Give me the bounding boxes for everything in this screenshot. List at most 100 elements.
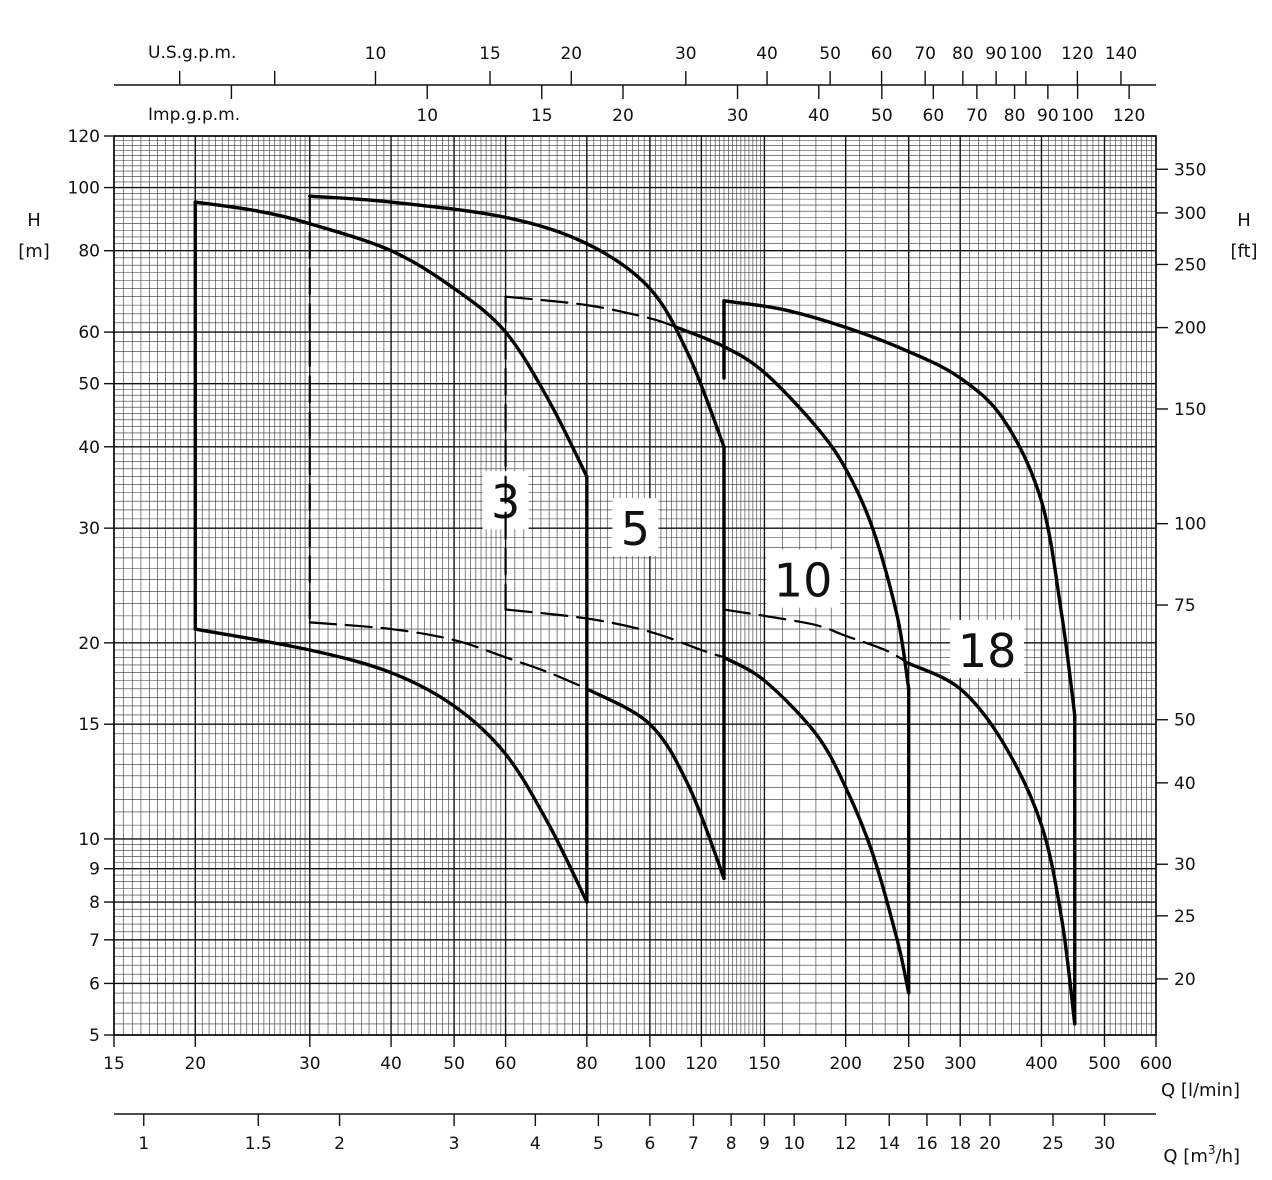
m3h-unit-label: Q [m3/h]	[1163, 1143, 1240, 1167]
x-tick-label: 300	[944, 1054, 976, 1074]
series-5-solid-line	[585, 687, 726, 881]
y-tick-label: 9	[89, 860, 100, 880]
usgpm-tick-label: 140	[1105, 44, 1137, 64]
m3h-tick-label: 16	[916, 1134, 938, 1154]
m3h-tick-label: 8	[726, 1134, 737, 1154]
m3h-unit-head: Q [m	[1163, 1146, 1207, 1167]
y-tick-label: 100	[68, 179, 100, 199]
m3h-tick-label: 4	[530, 1134, 541, 1154]
y-tick-label: 40	[78, 438, 100, 458]
plot-frame	[113, 135, 1157, 1036]
m3h-tick-label: 14	[878, 1134, 900, 1154]
y-tick-label: 6	[89, 974, 100, 994]
m3h-tick-label: 7	[688, 1134, 699, 1154]
series-5: 5	[308, 194, 726, 881]
impgpm-tick-label: 90	[1037, 106, 1059, 126]
y-tick-label: 50	[78, 375, 100, 395]
m3h-tick-label: 3	[449, 1134, 460, 1154]
y-tick-label: 120	[68, 127, 100, 147]
series-18-dashed-line	[722, 608, 910, 665]
y-unit-label-right-2: [ft]	[1230, 241, 1257, 262]
y-tick-label: 30	[78, 519, 100, 539]
x-tick-label: 15	[103, 1054, 125, 1074]
x-tick-label: 50	[443, 1054, 465, 1074]
series-label: 10	[774, 554, 833, 608]
series-10-dashed-line	[504, 608, 726, 659]
m3h-tick-label: 30	[1094, 1134, 1116, 1154]
series-5-solid-line	[308, 194, 726, 449]
grid-major	[113, 135, 1157, 1036]
usgpm-tick-label: 90	[985, 44, 1007, 64]
ft-tick-label: 200	[1174, 319, 1206, 339]
usgpm-tick-label: 15	[479, 44, 501, 64]
y-tick-label: 60	[78, 323, 100, 343]
ft-tick-label: 20	[1174, 970, 1196, 990]
y-tick-label: 80	[78, 242, 100, 262]
x-tick-label: 60	[495, 1054, 517, 1074]
y-tick-label: 7	[89, 931, 100, 951]
x-tick-label: 400	[1025, 1054, 1057, 1074]
y-unit-label-left-2: [m]	[18, 241, 50, 262]
m3h-tick-label: 5	[593, 1134, 604, 1154]
y-tick-label: 5	[89, 1026, 100, 1046]
y-tick-label: 10	[78, 830, 100, 850]
m3h-tick-label: 9	[759, 1134, 770, 1154]
impgpm-tick-label: 120	[1113, 106, 1145, 126]
top-axis2-label: Imp.g.p.m.	[148, 105, 240, 125]
m3h-unit-tail: /h]	[1216, 1146, 1241, 1167]
impgpm-tick-label: 40	[808, 106, 830, 126]
impgpm-tick-label: 30	[727, 106, 749, 126]
series-18-solid-line	[722, 299, 1077, 717]
m3h-tick-label: 6	[644, 1134, 655, 1154]
series-5-label-bg	[612, 498, 659, 557]
usgpm-tick-label: 120	[1061, 44, 1093, 64]
usgpm-tick-label: 80	[952, 44, 974, 64]
y-tick-label: 8	[89, 893, 100, 913]
grid-minor	[113, 135, 1157, 1036]
series-5-dashed-line	[308, 621, 588, 690]
impgpm-tick-label: 100	[1061, 106, 1093, 126]
x-tick-label: 200	[829, 1054, 861, 1074]
usgpm-tick-label: 60	[871, 44, 893, 64]
y-unit-label-left-1: H	[27, 210, 41, 231]
axes-ticks	[104, 71, 1168, 1126]
y-tick-label: 15	[78, 715, 100, 735]
series-18-label-bg	[950, 620, 1025, 679]
ft-tick-label: 300	[1174, 204, 1206, 224]
x-tick-label: 100	[634, 1054, 666, 1074]
usgpm-tick-label: 40	[756, 44, 778, 64]
x-tick-label: 80	[576, 1054, 598, 1074]
ft-tick-label: 40	[1174, 774, 1196, 794]
m3h-tick-label: 2	[334, 1134, 345, 1154]
series-label: 5	[621, 502, 650, 556]
impgpm-tick-label: 10	[416, 106, 438, 126]
x-tick-label: 250	[892, 1054, 924, 1074]
ft-tick-label: 150	[1174, 400, 1206, 420]
x-tick-label: 500	[1088, 1054, 1120, 1074]
impgpm-tick-label: 15	[531, 106, 553, 126]
m3h-unit-sup: 3	[1208, 1143, 1216, 1157]
m3h-tick-label: 1.5	[245, 1134, 272, 1154]
series-10: 10	[504, 295, 911, 995]
m3h-tick-label: 12	[835, 1134, 857, 1154]
m3h-tick-label: 20	[979, 1134, 1001, 1154]
impgpm-tick-label: 20	[612, 106, 634, 126]
x-unit-label: Q [l/min]	[1161, 1080, 1240, 1101]
m3h-tick-label: 1	[138, 1134, 149, 1154]
series-10-solid-line	[722, 655, 911, 995]
series-18: 18	[722, 299, 1077, 1026]
x-tick-label: 120	[685, 1054, 717, 1074]
series-18-solid-line	[907, 661, 1077, 1026]
ft-tick-label: 350	[1174, 160, 1206, 180]
series-10-dashed-line	[504, 295, 678, 329]
series-label: 18	[958, 624, 1017, 678]
usgpm-tick-label: 100	[1010, 44, 1042, 64]
impgpm-tick-label: 60	[923, 106, 945, 126]
y-unit-label-right-1: H	[1237, 210, 1251, 231]
impgpm-tick-label: 80	[1004, 106, 1026, 126]
series-10-solid-line	[675, 325, 911, 691]
series-10-label-bg	[766, 549, 841, 608]
